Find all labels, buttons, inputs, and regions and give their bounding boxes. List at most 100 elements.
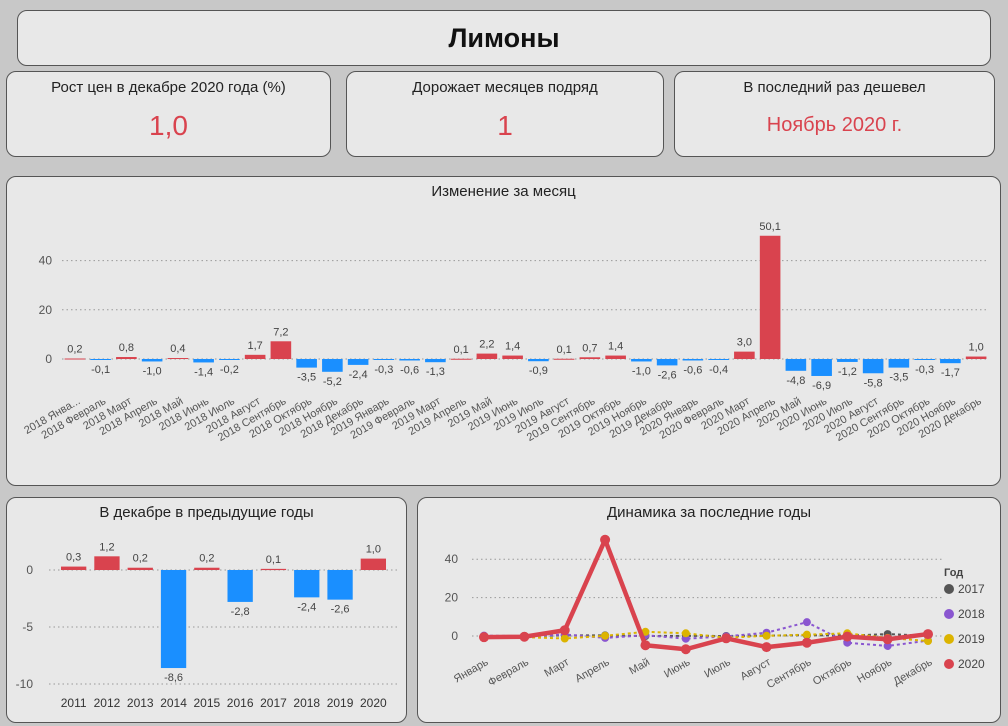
data-label: 1,4: [608, 341, 623, 353]
series-point-2020: [479, 632, 489, 643]
series-line-2020: [483, 537, 929, 652]
kpi-value: Ноябрь 2020 г.: [766, 114, 903, 136]
page-title: Лимоны: [448, 23, 560, 53]
bar: [327, 570, 353, 600]
bar: [94, 556, 120, 570]
bar: [322, 359, 343, 372]
dynamics-card[interactable]: Динамика за последние годы 0 20 40 Январь Фе…: [417, 497, 1001, 723]
data-label: -1,2: [838, 366, 857, 378]
bar: [605, 355, 626, 359]
y-tick-label: 0: [45, 352, 52, 366]
x-tick-label: 2014: [160, 696, 187, 710]
data-label: 0,1: [556, 344, 571, 356]
bar: [60, 566, 87, 570]
kpi-card-last-cheaper[interactable]: В последний раз дешевел Ноябрь 2020 г.: [674, 71, 995, 157]
x-tick-label: 2012: [94, 696, 121, 710]
data-label: -1,0: [632, 365, 651, 377]
data-label: -0,6: [683, 364, 702, 376]
y-tick-label: 40: [445, 552, 459, 566]
kpi-value: 1: [497, 110, 513, 141]
bar: [759, 235, 781, 359]
y-tick-label: 20: [39, 303, 53, 317]
bar: [888, 359, 910, 368]
series-point-2020: [600, 534, 611, 545]
data-label: -2,6: [658, 369, 677, 381]
data-label: -3,5: [889, 372, 908, 384]
data-label: 0,3: [66, 552, 81, 564]
bar: [553, 358, 575, 360]
data-label: 50,1: [759, 221, 780, 233]
december-years-card[interactable]: В декабре в предыдущие годы 0 -5 -10 0,3 201…: [6, 497, 407, 723]
bar: [127, 567, 153, 570]
bar: [734, 351, 755, 359]
series-line-2018: [483, 621, 929, 647]
data-label: 1,2: [99, 541, 114, 553]
x-tick-label: Июнь: [662, 656, 692, 681]
data-label: -0,3: [915, 364, 934, 376]
bar: [360, 558, 387, 570]
data-label: -1,0: [143, 365, 162, 377]
series-point-2019: [601, 631, 610, 640]
legend-marker: [944, 659, 954, 669]
bar: [227, 570, 253, 602]
data-label: 1,0: [968, 342, 983, 354]
data-label: 1,7: [247, 340, 262, 352]
data-label: 0,8: [119, 342, 134, 354]
y-tick-label: -10: [16, 677, 34, 691]
x-tick-label: Ноябрь: [855, 656, 894, 686]
data-label: -6,9: [812, 380, 831, 392]
data-label: -1,3: [426, 366, 445, 378]
x-tick-label: Февраль: [486, 656, 531, 689]
x-tick-label: Апрель: [573, 656, 612, 685]
monthly-change-card[interactable]: Изменение за месяц 0 20 40 0,2 2018 Янва... -…: [6, 176, 1001, 486]
x-tick-label: 2011: [61, 696, 87, 710]
title-card: Лимоны: [17, 10, 991, 66]
series-line-2019: [483, 630, 929, 642]
data-label: 0,1: [266, 554, 281, 566]
data-label: 0,1: [453, 344, 468, 356]
kpi-value: 1,0: [149, 110, 188, 141]
legend-marker: [944, 609, 954, 619]
bar: [476, 353, 498, 359]
y-tick-label: 40: [39, 254, 53, 268]
series-point-2018: [883, 641, 892, 650]
y-tick-label: 0: [26, 563, 33, 577]
bar: [837, 359, 858, 362]
data-label: -0,3: [374, 364, 393, 376]
series-point-2019: [681, 629, 690, 638]
x-tick-label: 2016: [227, 696, 254, 710]
data-label: -1,4: [194, 366, 213, 378]
kpi-label: Рост цен в декабре 2020 года (%): [51, 79, 286, 96]
bar: [260, 568, 287, 571]
chart-title: Динамика за последние годы: [607, 504, 811, 521]
data-label: -2,8: [231, 606, 250, 618]
bar: [116, 357, 137, 359]
data-label: -2,4: [349, 369, 368, 381]
data-label: -1,7: [941, 367, 960, 379]
series-point-2020: [842, 631, 853, 642]
kpi-card-months-rising[interactable]: Дорожает месяцев подряд 1: [346, 71, 664, 157]
bar: [160, 570, 187, 669]
x-tick-label: Январь: [452, 656, 491, 685]
kpi-card-price-growth[interactable]: Рост цен в декабре 2020 года (%) 1,0: [6, 71, 331, 157]
data-label: 0,2: [67, 344, 82, 356]
bar: [399, 359, 420, 361]
series-point-2020: [923, 629, 933, 640]
data-label: 0,4: [170, 343, 185, 355]
data-label: 7,2: [273, 326, 288, 338]
data-label: -3,5: [297, 372, 316, 384]
legend-marker: [944, 584, 954, 594]
series-point-2020: [519, 631, 530, 642]
data-label: 1,4: [505, 341, 520, 353]
x-tick-label: 2019: [327, 696, 354, 710]
data-label: -0,6: [400, 364, 419, 376]
december-years-chart[interactable]: 0 -5 -10 0,3 2011 1,2 2012 0,2 2013 -8,6 2014 0,2 20…: [7, 498, 408, 724]
bar: [294, 570, 320, 598]
bar: [965, 356, 987, 359]
bar: [64, 358, 86, 360]
data-label: -4,8: [786, 375, 805, 387]
x-tick-label: Сентябрь: [765, 656, 814, 691]
bar: [244, 354, 266, 359]
